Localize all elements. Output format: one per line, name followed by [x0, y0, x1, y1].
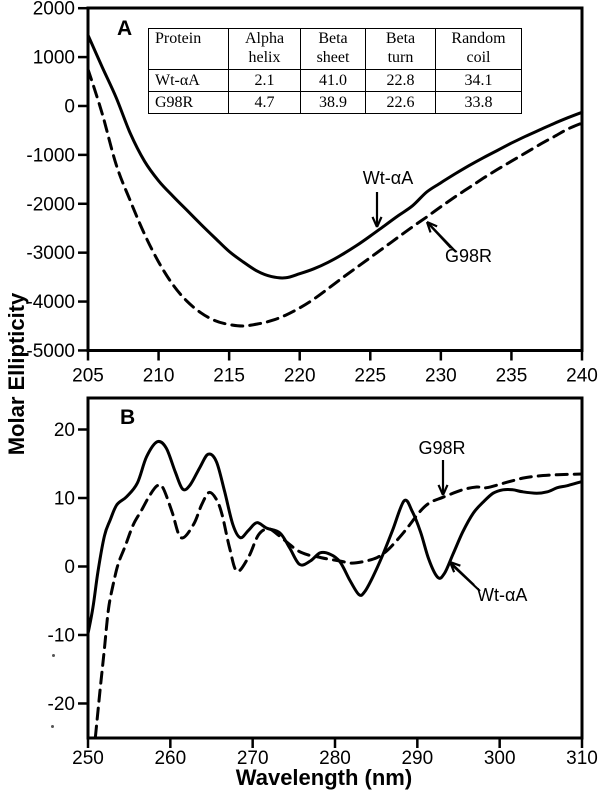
col-header-protein: Protein [148, 28, 229, 70]
col-header-alpha-helix: Alpha helix [228, 28, 301, 70]
cell-alpha-helix: 2.1 [228, 69, 301, 92]
y-tick-label: 1000 [33, 48, 75, 69]
table-header-row: Protein Alpha helix Beta sheet Beta turn Ra… [148, 28, 522, 70]
cell-alpha-helix: 4.7 [228, 91, 301, 114]
y-tick-label: -10 [48, 625, 75, 646]
y-tick-label: 2000 [33, 0, 75, 20]
x-tick-label: 310 [566, 748, 598, 769]
x-tick-label: 290 [401, 748, 433, 769]
panel-a-chart: 205 210 215 220 225 230 235 240 2000 1000 0 -1000 -2… [26, 0, 598, 387]
annotation-arrowhead [441, 484, 449, 496]
annotation-label: G98R [445, 246, 492, 266]
cell-protein: G98R [148, 91, 229, 114]
y-tick-label: -5000 [26, 341, 75, 362]
annotation-arrowhead [449, 560, 461, 567]
annotation-arrowhead [426, 220, 438, 228]
annotation-label: Wt-αA [477, 585, 527, 605]
panel-b-label: B [120, 406, 136, 429]
y-tick-label: -1000 [26, 145, 75, 166]
plot-box [86, 396, 584, 740]
annotation-arrowhead [371, 216, 379, 228]
cell-beta-sheet: 41.0 [300, 69, 366, 92]
annotation-arrowhead [437, 484, 445, 496]
x-tick-label: 260 [154, 748, 186, 769]
table-row: Wt-αA 2.1 41.0 22.8 34.1 [148, 69, 522, 92]
cell-beta-turn: 22.8 [365, 69, 436, 92]
cell-beta-turn: 22.6 [365, 91, 436, 114]
table-row: G98R 4.7 38.9 22.6 33.8 [148, 91, 522, 114]
y-tick-label: 10 [54, 489, 75, 510]
x-tick-label: 230 [425, 366, 457, 387]
annotation-label: G98R [418, 438, 465, 458]
annotation-label: Wt-αA [363, 168, 413, 188]
x-tick-label: 205 [72, 366, 104, 387]
x-tick-label: 240 [566, 366, 598, 387]
y-axis-title: Molar Ellipticity [4, 292, 29, 456]
col-header-beta-turn: Beta turn [365, 28, 436, 70]
y-tick-label: -2000 [26, 194, 75, 215]
annotation-arrowhead [448, 561, 456, 573]
annotation-arrowhead [425, 221, 432, 233]
x-tick-label: 300 [484, 748, 516, 769]
cell-random-coil: 33.8 [435, 91, 522, 114]
scan-speck [51, 725, 54, 728]
x-tick-label: 210 [143, 366, 175, 387]
y-tick-label: 0 [64, 557, 75, 578]
cell-random-coil: 34.1 [435, 69, 522, 92]
cell-protein: Wt-αA [148, 69, 229, 92]
plot-box [86, 6, 584, 352]
x-tick-label: 215 [213, 366, 245, 387]
x-tick-label: 280 [319, 748, 351, 769]
secondary-structure-table: Protein Alpha helix Beta sheet Beta turn Ra… [148, 28, 522, 114]
x-axis-title: Wavelength (nm) [235, 765, 413, 790]
x-tick-label: 270 [237, 748, 269, 769]
scan-speck [52, 654, 55, 657]
x-tick-label: 250 [72, 748, 104, 769]
col-header-random-coil: Random coil [435, 28, 522, 70]
x-tick-label: 235 [496, 366, 528, 387]
series-G98R [93, 472, 584, 739]
x-tick-label: 220 [284, 366, 316, 387]
cell-beta-sheet: 38.9 [300, 91, 366, 114]
series-Wt-αA [86, 33, 584, 280]
series-Wt-αA [86, 439, 584, 636]
y-tick-label: 0 [64, 96, 75, 117]
col-header-beta-sheet: Beta sheet [300, 28, 366, 70]
panel-a-label: A [117, 17, 133, 40]
y-tick-label: -20 [48, 694, 75, 715]
panel-b-chart: 250 260 270 280 290 300 310 20 10 0 -10 -20 G98R Wt-α… [48, 396, 598, 769]
y-tick-label: -4000 [26, 292, 75, 313]
series-G98R [86, 67, 584, 328]
annotation-arrowhead [375, 216, 383, 228]
x-tick-label: 225 [354, 366, 386, 387]
annotation-arrow [451, 564, 481, 592]
annotation-arrow [428, 223, 457, 253]
y-tick-label: 20 [54, 420, 75, 441]
y-tick-label: -3000 [26, 243, 75, 264]
